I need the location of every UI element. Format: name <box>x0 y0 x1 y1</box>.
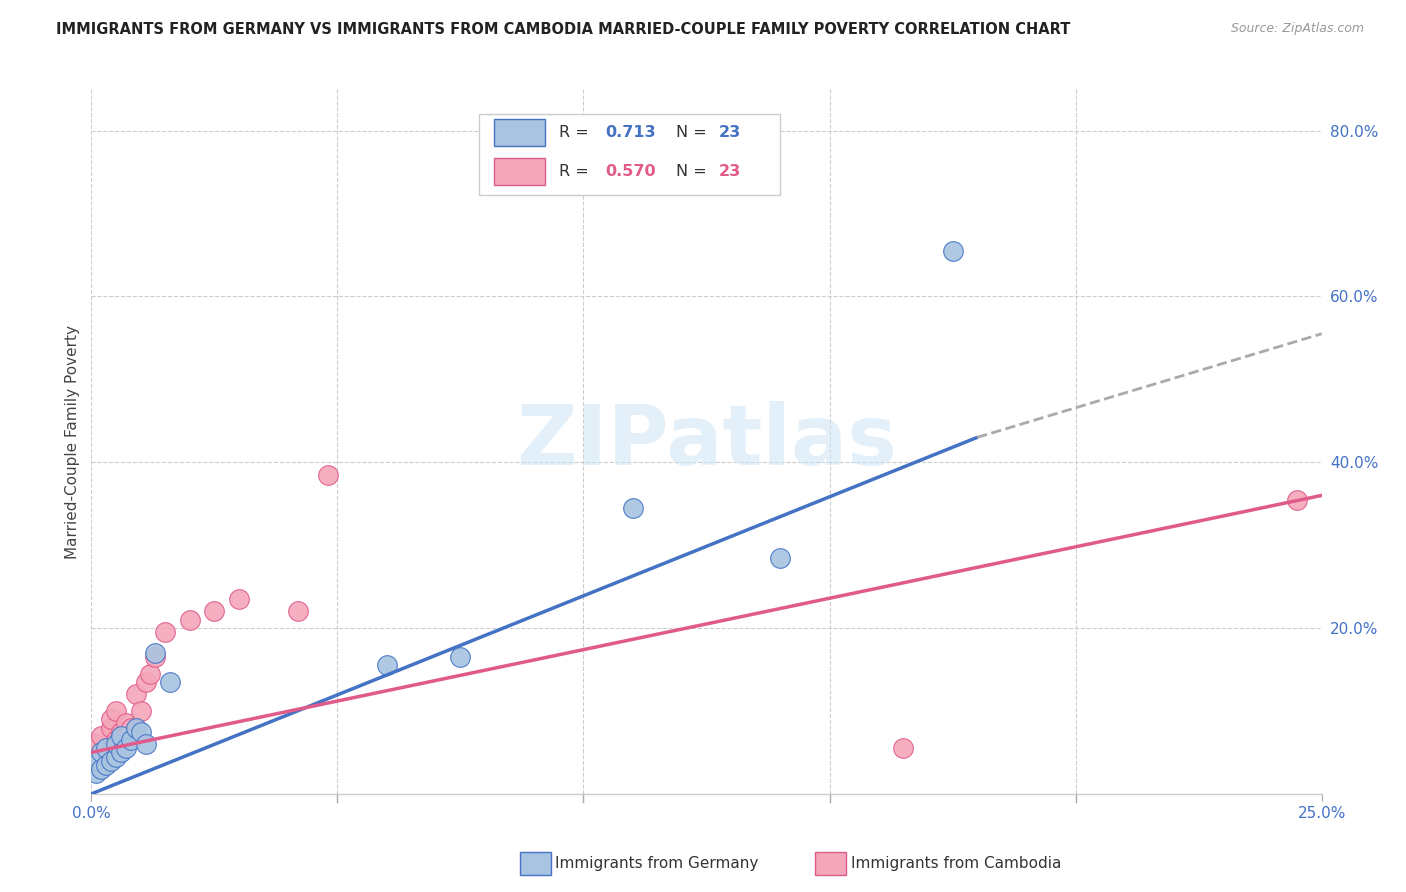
Text: IMMIGRANTS FROM GERMANY VS IMMIGRANTS FROM CAMBODIA MARRIED-COUPLE FAMILY POVERT: IMMIGRANTS FROM GERMANY VS IMMIGRANTS FR… <box>56 22 1070 37</box>
Bar <box>494 158 546 185</box>
Point <box>139 666 162 681</box>
Point <box>105 704 127 718</box>
Point <box>129 724 152 739</box>
Text: Source: ZipAtlas.com: Source: ZipAtlas.com <box>1230 22 1364 36</box>
Point <box>145 646 166 660</box>
Point <box>891 741 914 756</box>
Point <box>110 729 132 743</box>
Point <box>86 754 108 768</box>
Point <box>86 737 108 751</box>
Point <box>1285 492 1308 507</box>
Point <box>100 721 122 735</box>
FancyBboxPatch shape <box>479 114 780 194</box>
Point <box>202 605 225 619</box>
Point <box>129 704 152 718</box>
Y-axis label: Married-Couple Family Poverty: Married-Couple Family Poverty <box>65 325 80 558</box>
Point <box>153 625 177 640</box>
Point <box>941 244 963 258</box>
Text: R =: R = <box>558 125 593 140</box>
Point <box>375 658 398 673</box>
Text: 0.713: 0.713 <box>606 125 657 140</box>
Point <box>105 737 127 751</box>
Point <box>90 746 112 760</box>
Point <box>90 762 112 776</box>
Point <box>228 592 250 607</box>
Point <box>114 716 138 731</box>
Point <box>120 721 142 735</box>
Bar <box>494 119 546 145</box>
Text: Immigrants from Cambodia: Immigrants from Cambodia <box>851 856 1062 871</box>
Point <box>96 741 117 756</box>
Point <box>124 687 146 701</box>
Point <box>110 746 132 760</box>
Point <box>105 733 127 747</box>
Point <box>96 746 117 760</box>
Text: N =: N = <box>676 125 711 140</box>
Point <box>105 749 127 764</box>
Point <box>100 754 122 768</box>
Text: ZIPatlas: ZIPatlas <box>516 401 897 482</box>
Text: 0.570: 0.570 <box>606 164 657 179</box>
Point <box>135 675 156 690</box>
Text: Immigrants from Germany: Immigrants from Germany <box>555 856 759 871</box>
Point <box>769 550 792 565</box>
Point <box>96 757 117 772</box>
Point <box>90 729 112 743</box>
Point <box>135 737 156 751</box>
Point <box>120 733 142 747</box>
Point <box>621 500 644 515</box>
Point <box>114 741 138 756</box>
Text: N =: N = <box>676 164 711 179</box>
Text: 23: 23 <box>718 125 741 140</box>
Point <box>124 721 146 735</box>
Point <box>159 675 181 690</box>
Point <box>179 613 201 627</box>
Point <box>100 712 122 726</box>
Point <box>145 650 166 665</box>
Point <box>287 605 309 619</box>
Text: R =: R = <box>558 164 593 179</box>
Point <box>449 650 471 665</box>
Text: 23: 23 <box>718 164 741 179</box>
Point <box>316 467 339 482</box>
Point <box>110 724 132 739</box>
Point <box>86 766 108 780</box>
